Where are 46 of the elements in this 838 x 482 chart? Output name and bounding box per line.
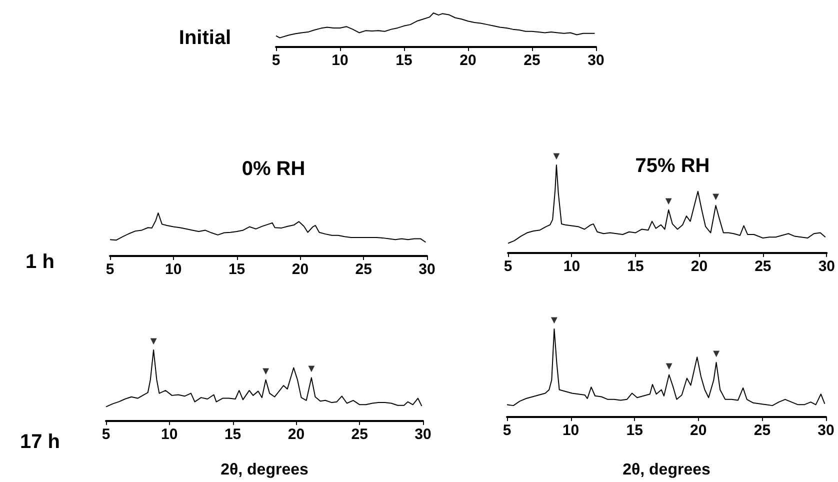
x-tick-label: 5	[106, 261, 114, 278]
x-tick-label: 25	[355, 261, 372, 278]
x-axis-title: 2θ, degrees	[622, 462, 710, 478]
x-tick-label: 25	[754, 422, 771, 439]
x-tick-label: 20	[460, 52, 476, 69]
x-tick-label: 20	[690, 258, 708, 275]
x-tick-label: 15	[396, 52, 412, 69]
x-tick-label: 15	[626, 422, 643, 439]
chart-title: 75% RH	[635, 155, 710, 177]
annotation: ▼	[306, 363, 317, 376]
chart-title: 0% RH	[242, 158, 306, 180]
x-tick-label: 5	[272, 52, 280, 69]
annotation: ▼	[664, 360, 674, 372]
y-axis-title: 17 h	[20, 431, 60, 453]
x-tick-label: 25	[754, 258, 772, 275]
x-tick-label: 15	[228, 261, 246, 278]
x-tick-label: 15	[224, 426, 242, 443]
x-tick-label: 5	[102, 426, 110, 443]
x-tick-label: 30	[818, 258, 835, 275]
annotation: ▼	[260, 365, 272, 378]
x-axis-title: 2θ, degrees	[220, 462, 308, 478]
x-tick-label: 30	[414, 426, 432, 443]
x-tick-label: 30	[588, 52, 604, 69]
x-tick-label: 20	[288, 426, 305, 443]
y-axis-title: Initial	[178, 27, 232, 49]
x-tick-label: 30	[818, 422, 834, 439]
x-tick-label: 10	[165, 261, 182, 278]
annotation: ▼	[148, 336, 159, 348]
annotation: ▼	[663, 195, 674, 208]
annotation: ▼	[710, 190, 722, 203]
x-tick-label: 10	[161, 426, 178, 443]
x-tick-label: 5	[502, 422, 512, 439]
x-tick-label: 10	[332, 52, 348, 69]
annotation: ▼	[710, 348, 722, 360]
x-tick-label: 10	[562, 422, 580, 439]
x-tick-label: 5	[504, 258, 512, 275]
annotation: ▼	[548, 314, 560, 326]
y-axis-title: 1 h	[26, 251, 54, 273]
x-tick-label: 30	[418, 261, 436, 278]
x-tick-label: 10	[563, 258, 580, 275]
x-tick-label: 15	[627, 258, 644, 275]
annotation: ▼	[550, 150, 562, 162]
x-tick-label: 20	[292, 261, 309, 278]
x-tick-label: 20	[690, 422, 707, 439]
x-tick-label: 25	[524, 52, 540, 69]
x-tick-label: 25	[351, 426, 368, 443]
